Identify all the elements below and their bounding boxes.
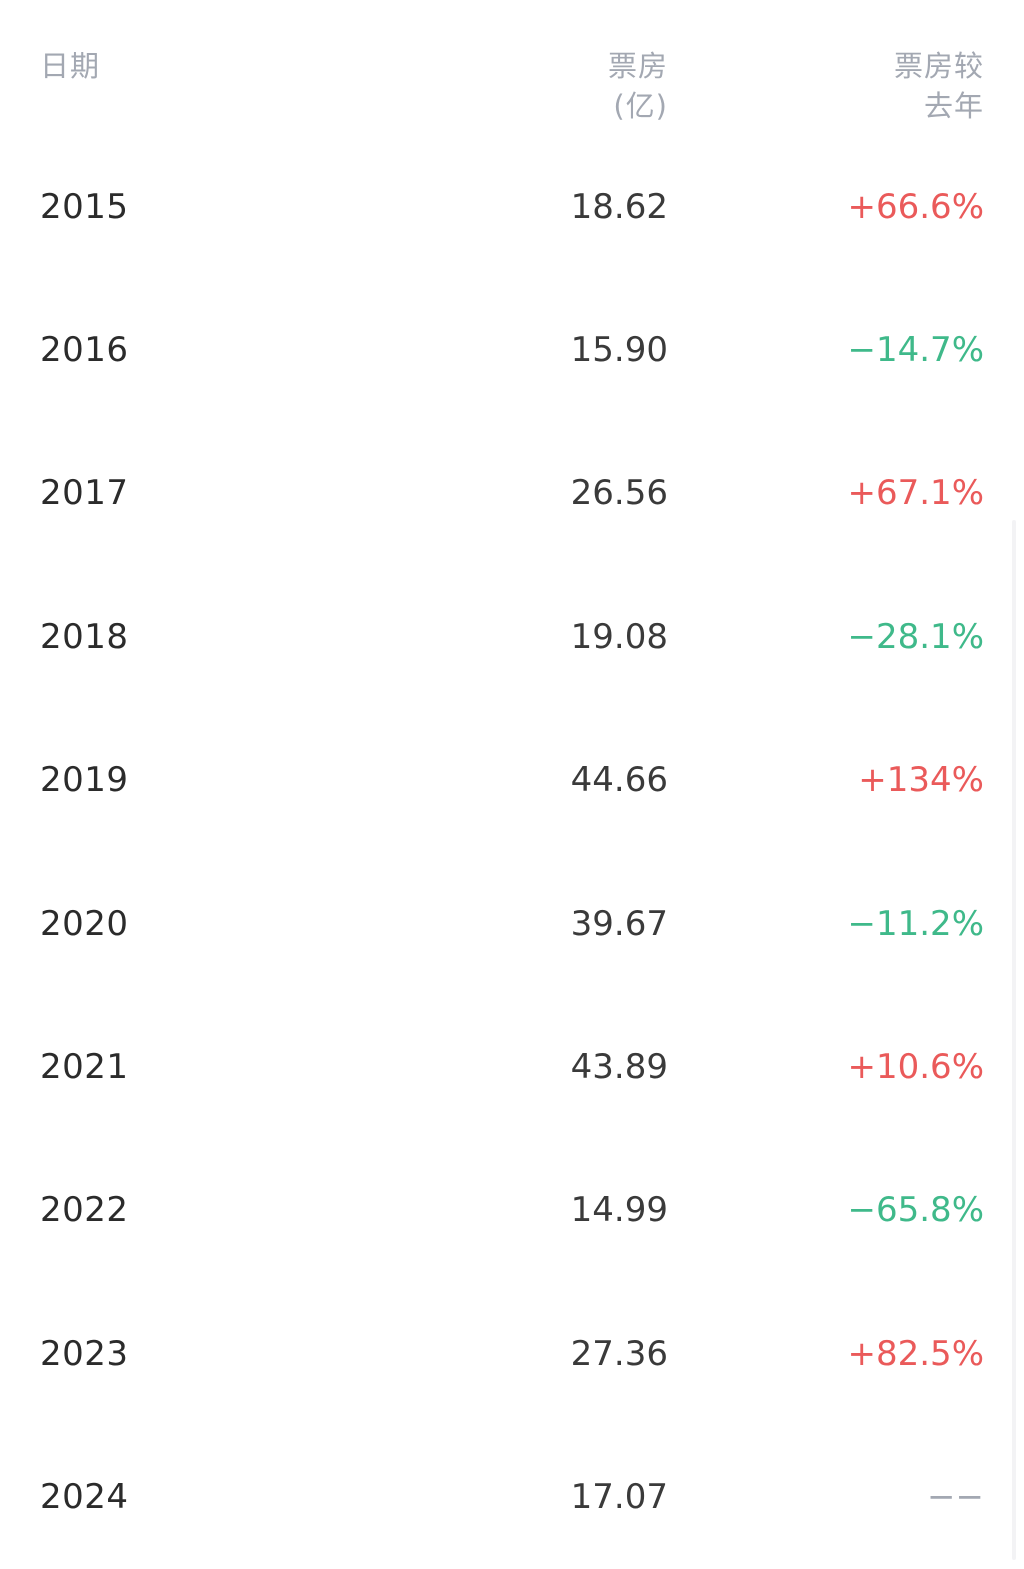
table-row[interactable]: 2021 43.89 +10.6%: [0, 995, 1024, 1138]
row-box-office: 26.56: [570, 473, 668, 514]
row-box-office: 44.66: [570, 760, 668, 801]
row-box-office: 15.90: [570, 330, 668, 371]
row-box-office: 18.62: [570, 186, 668, 227]
table-row[interactable]: 2018 19.08 −28.1%: [0, 565, 1024, 708]
table-row[interactable]: 2022 14.99 −65.8%: [0, 1139, 1024, 1282]
row-year: 2024: [40, 1477, 129, 1518]
table-row[interactable]: 2020 39.67 −11.2%: [0, 852, 1024, 995]
table-row[interactable]: 2024 17.07 −−: [0, 1426, 1024, 1569]
row-change: −−: [927, 1477, 984, 1518]
header-change[interactable]: 票房较 去年: [894, 46, 984, 126]
table-row[interactable]: 2016 15.90 −14.7%: [0, 278, 1024, 421]
header-date-label: 日期: [40, 49, 101, 83]
row-box-office: 19.08: [570, 616, 668, 657]
row-change: +82.5%: [847, 1333, 985, 1374]
row-box-office: 43.89: [570, 1047, 668, 1088]
row-change: −65.8%: [847, 1190, 985, 1231]
scrollbar[interactable]: [1012, 520, 1016, 1560]
table-row[interactable]: 2015 18.62 +66.6%: [0, 135, 1024, 278]
header-change-label-line2: 去年: [923, 89, 984, 123]
row-year: 2016: [40, 330, 129, 371]
header-date[interactable]: 日期: [40, 46, 100, 86]
row-year: 2022: [40, 1190, 129, 1231]
header-box-office-unit: (亿): [613, 89, 668, 123]
header-box-office[interactable]: 票房 (亿): [608, 46, 668, 126]
header-box-office-label: 票房: [607, 49, 668, 83]
table-row[interactable]: 2023 27.36 +82.5%: [0, 1282, 1024, 1425]
table-body: 2015 18.62 +66.6% 2016 15.90 −14.7% 2017 26.56 +…: [0, 135, 1024, 1569]
row-change: +67.1%: [847, 473, 985, 514]
row-change: +134%: [858, 760, 984, 801]
row-change: −14.7%: [847, 330, 985, 371]
row-box-office: 39.67: [570, 903, 668, 944]
table-row[interactable]: 2017 26.56 +67.1%: [0, 422, 1024, 565]
row-change: +66.6%: [847, 186, 985, 227]
row-year: 2023: [40, 1333, 129, 1374]
header-change-label-line1: 票房较: [893, 49, 984, 83]
table-row[interactable]: 2019 44.66 +134%: [0, 709, 1024, 852]
row-year: 2020: [40, 903, 129, 944]
row-year: 2018: [40, 616, 129, 657]
row-change: −28.1%: [847, 616, 985, 657]
table-header: 日期 票房 (亿) 票房较 去年: [0, 0, 1024, 140]
row-change: +10.6%: [847, 1047, 985, 1088]
row-box-office: 27.36: [570, 1333, 668, 1374]
row-change: −11.2%: [847, 903, 985, 944]
row-year: 2019: [40, 760, 129, 801]
row-box-office: 14.99: [570, 1190, 668, 1231]
row-box-office: 17.07: [570, 1477, 668, 1518]
row-year: 2021: [40, 1047, 129, 1088]
row-year: 2017: [40, 473, 129, 514]
row-year: 2015: [40, 186, 129, 227]
